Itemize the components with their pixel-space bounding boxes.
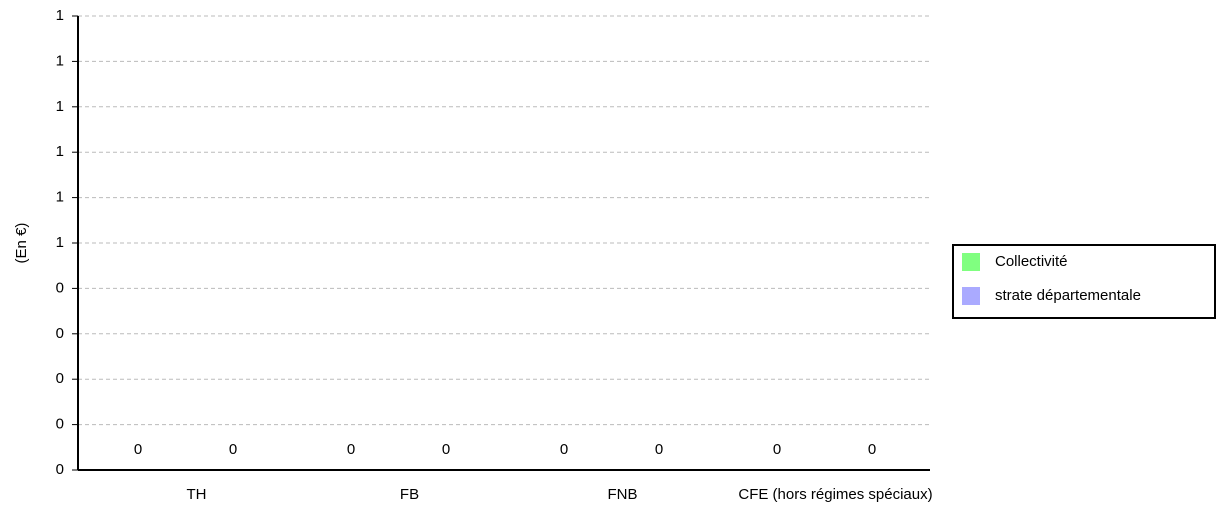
legend-swatch <box>962 287 980 305</box>
y-tick-label: 0 <box>56 279 64 296</box>
data-label: 0 <box>229 441 237 458</box>
data-label: 0 <box>868 441 876 458</box>
x-tick-label: FNB <box>607 486 638 503</box>
data-label: 0 <box>347 441 355 458</box>
data-label: 0 <box>560 441 568 458</box>
y-tick-label: 1 <box>56 234 64 251</box>
y-tick-label: 1 <box>56 52 64 69</box>
y-tick-label: 0 <box>56 461 64 478</box>
data-label: 0 <box>655 441 663 458</box>
x-tick-label: FB <box>399 486 420 503</box>
y-tick-label: 1 <box>56 189 64 206</box>
y-tick-label: 0 <box>56 370 64 387</box>
data-label: 0 <box>442 441 450 458</box>
legend-box <box>952 244 1216 319</box>
y-tick-label: 1 <box>56 98 64 115</box>
y-tick-label: 0 <box>56 325 64 342</box>
y-axis-label: (En €) <box>13 223 30 264</box>
y-tick-label: 1 <box>56 7 64 24</box>
x-tick-label: CFE (hors régimes spéciaux) <box>738 486 933 503</box>
data-label: 0 <box>773 441 781 458</box>
legend-swatch <box>962 253 980 271</box>
data-label: 0 <box>134 441 142 458</box>
legend-label: strate départementale <box>995 287 1141 304</box>
x-tick-label: TH <box>186 486 207 503</box>
y-tick-label: 1 <box>56 143 64 160</box>
y-tick-label: 0 <box>56 416 64 433</box>
legend-label: Collectivité <box>995 253 1068 270</box>
